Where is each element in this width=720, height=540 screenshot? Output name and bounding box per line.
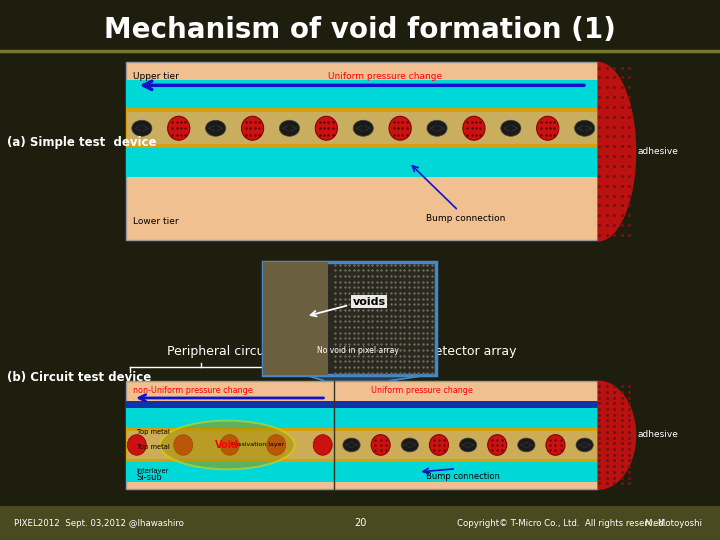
Polygon shape <box>306 375 427 381</box>
Text: Top metal: Top metal <box>137 429 169 435</box>
Text: Copyright© T-Micro Co., Ltd.  All rights reserved.: Copyright© T-Micro Co., Ltd. All rights … <box>457 519 667 528</box>
Text: Void: Void <box>215 440 240 450</box>
Text: (b) Circuit test device: (b) Circuit test device <box>7 372 151 384</box>
Ellipse shape <box>576 438 593 452</box>
FancyBboxPatch shape <box>127 431 597 459</box>
Ellipse shape <box>518 438 535 452</box>
Ellipse shape <box>459 438 477 452</box>
Ellipse shape <box>168 116 190 140</box>
Ellipse shape <box>463 116 485 140</box>
FancyBboxPatch shape <box>126 428 598 462</box>
Ellipse shape <box>536 116 559 140</box>
Ellipse shape <box>315 116 338 140</box>
Ellipse shape <box>174 435 193 455</box>
Text: Peripheral circuit: Peripheral circuit <box>167 345 274 357</box>
Ellipse shape <box>429 435 449 455</box>
Ellipse shape <box>220 435 239 455</box>
Text: adhesive: adhesive <box>637 147 678 156</box>
FancyBboxPatch shape <box>263 262 328 375</box>
Text: 20: 20 <box>354 518 366 528</box>
Text: Bump connection: Bump connection <box>426 214 505 223</box>
FancyBboxPatch shape <box>126 62 598 240</box>
FancyBboxPatch shape <box>263 262 436 375</box>
Ellipse shape <box>343 438 360 452</box>
Text: PIXEL2012  Sept. 03,2012 @Ihawashiro: PIXEL2012 Sept. 03,2012 @Ihawashiro <box>14 519 184 528</box>
Ellipse shape <box>487 435 507 455</box>
FancyBboxPatch shape <box>126 108 598 148</box>
FancyBboxPatch shape <box>0 506 720 540</box>
Ellipse shape <box>354 120 374 136</box>
Text: M. Motoyoshi: M. Motoyoshi <box>645 519 702 528</box>
Ellipse shape <box>389 116 411 140</box>
Text: Lower tier: Lower tier <box>133 217 179 226</box>
Text: Upper tier: Upper tier <box>133 72 179 81</box>
FancyBboxPatch shape <box>126 80 598 108</box>
Ellipse shape <box>132 120 152 136</box>
Ellipse shape <box>279 120 300 136</box>
Ellipse shape <box>160 421 294 469</box>
Text: Si-sub: Si-sub <box>137 474 163 482</box>
FancyBboxPatch shape <box>126 408 598 428</box>
Text: No void in pixel array: No void in pixel array <box>317 346 399 355</box>
FancyBboxPatch shape <box>126 401 598 408</box>
Ellipse shape <box>427 120 447 136</box>
Text: voids: voids <box>353 296 386 307</box>
Text: Passivation layer: Passivation layer <box>231 442 284 448</box>
Ellipse shape <box>546 435 565 455</box>
Text: Uniform pressure change: Uniform pressure change <box>372 386 473 395</box>
Ellipse shape <box>241 116 264 140</box>
Text: Mechanism of void formation (1): Mechanism of void formation (1) <box>104 16 616 44</box>
Ellipse shape <box>206 120 226 136</box>
FancyBboxPatch shape <box>126 381 598 489</box>
Text: non-Uniform pressure change: non-Uniform pressure change <box>133 386 253 395</box>
Ellipse shape <box>266 435 286 455</box>
Ellipse shape <box>401 438 418 452</box>
Ellipse shape <box>371 435 390 455</box>
Text: adhesive: adhesive <box>637 430 678 439</box>
Text: Bump connection: Bump connection <box>426 472 500 481</box>
FancyBboxPatch shape <box>127 112 597 144</box>
Ellipse shape <box>575 120 595 136</box>
Ellipse shape <box>127 435 146 455</box>
Ellipse shape <box>501 120 521 136</box>
Text: Interlayer: Interlayer <box>137 468 169 475</box>
Text: Uniform pressure change: Uniform pressure change <box>328 72 443 81</box>
Text: (a) Simple test  device: (a) Simple test device <box>7 136 157 149</box>
Text: Top metal: Top metal <box>137 444 169 450</box>
FancyBboxPatch shape <box>126 148 598 177</box>
FancyBboxPatch shape <box>126 462 598 482</box>
Text: Detector array: Detector array <box>425 345 516 357</box>
Ellipse shape <box>313 435 332 455</box>
